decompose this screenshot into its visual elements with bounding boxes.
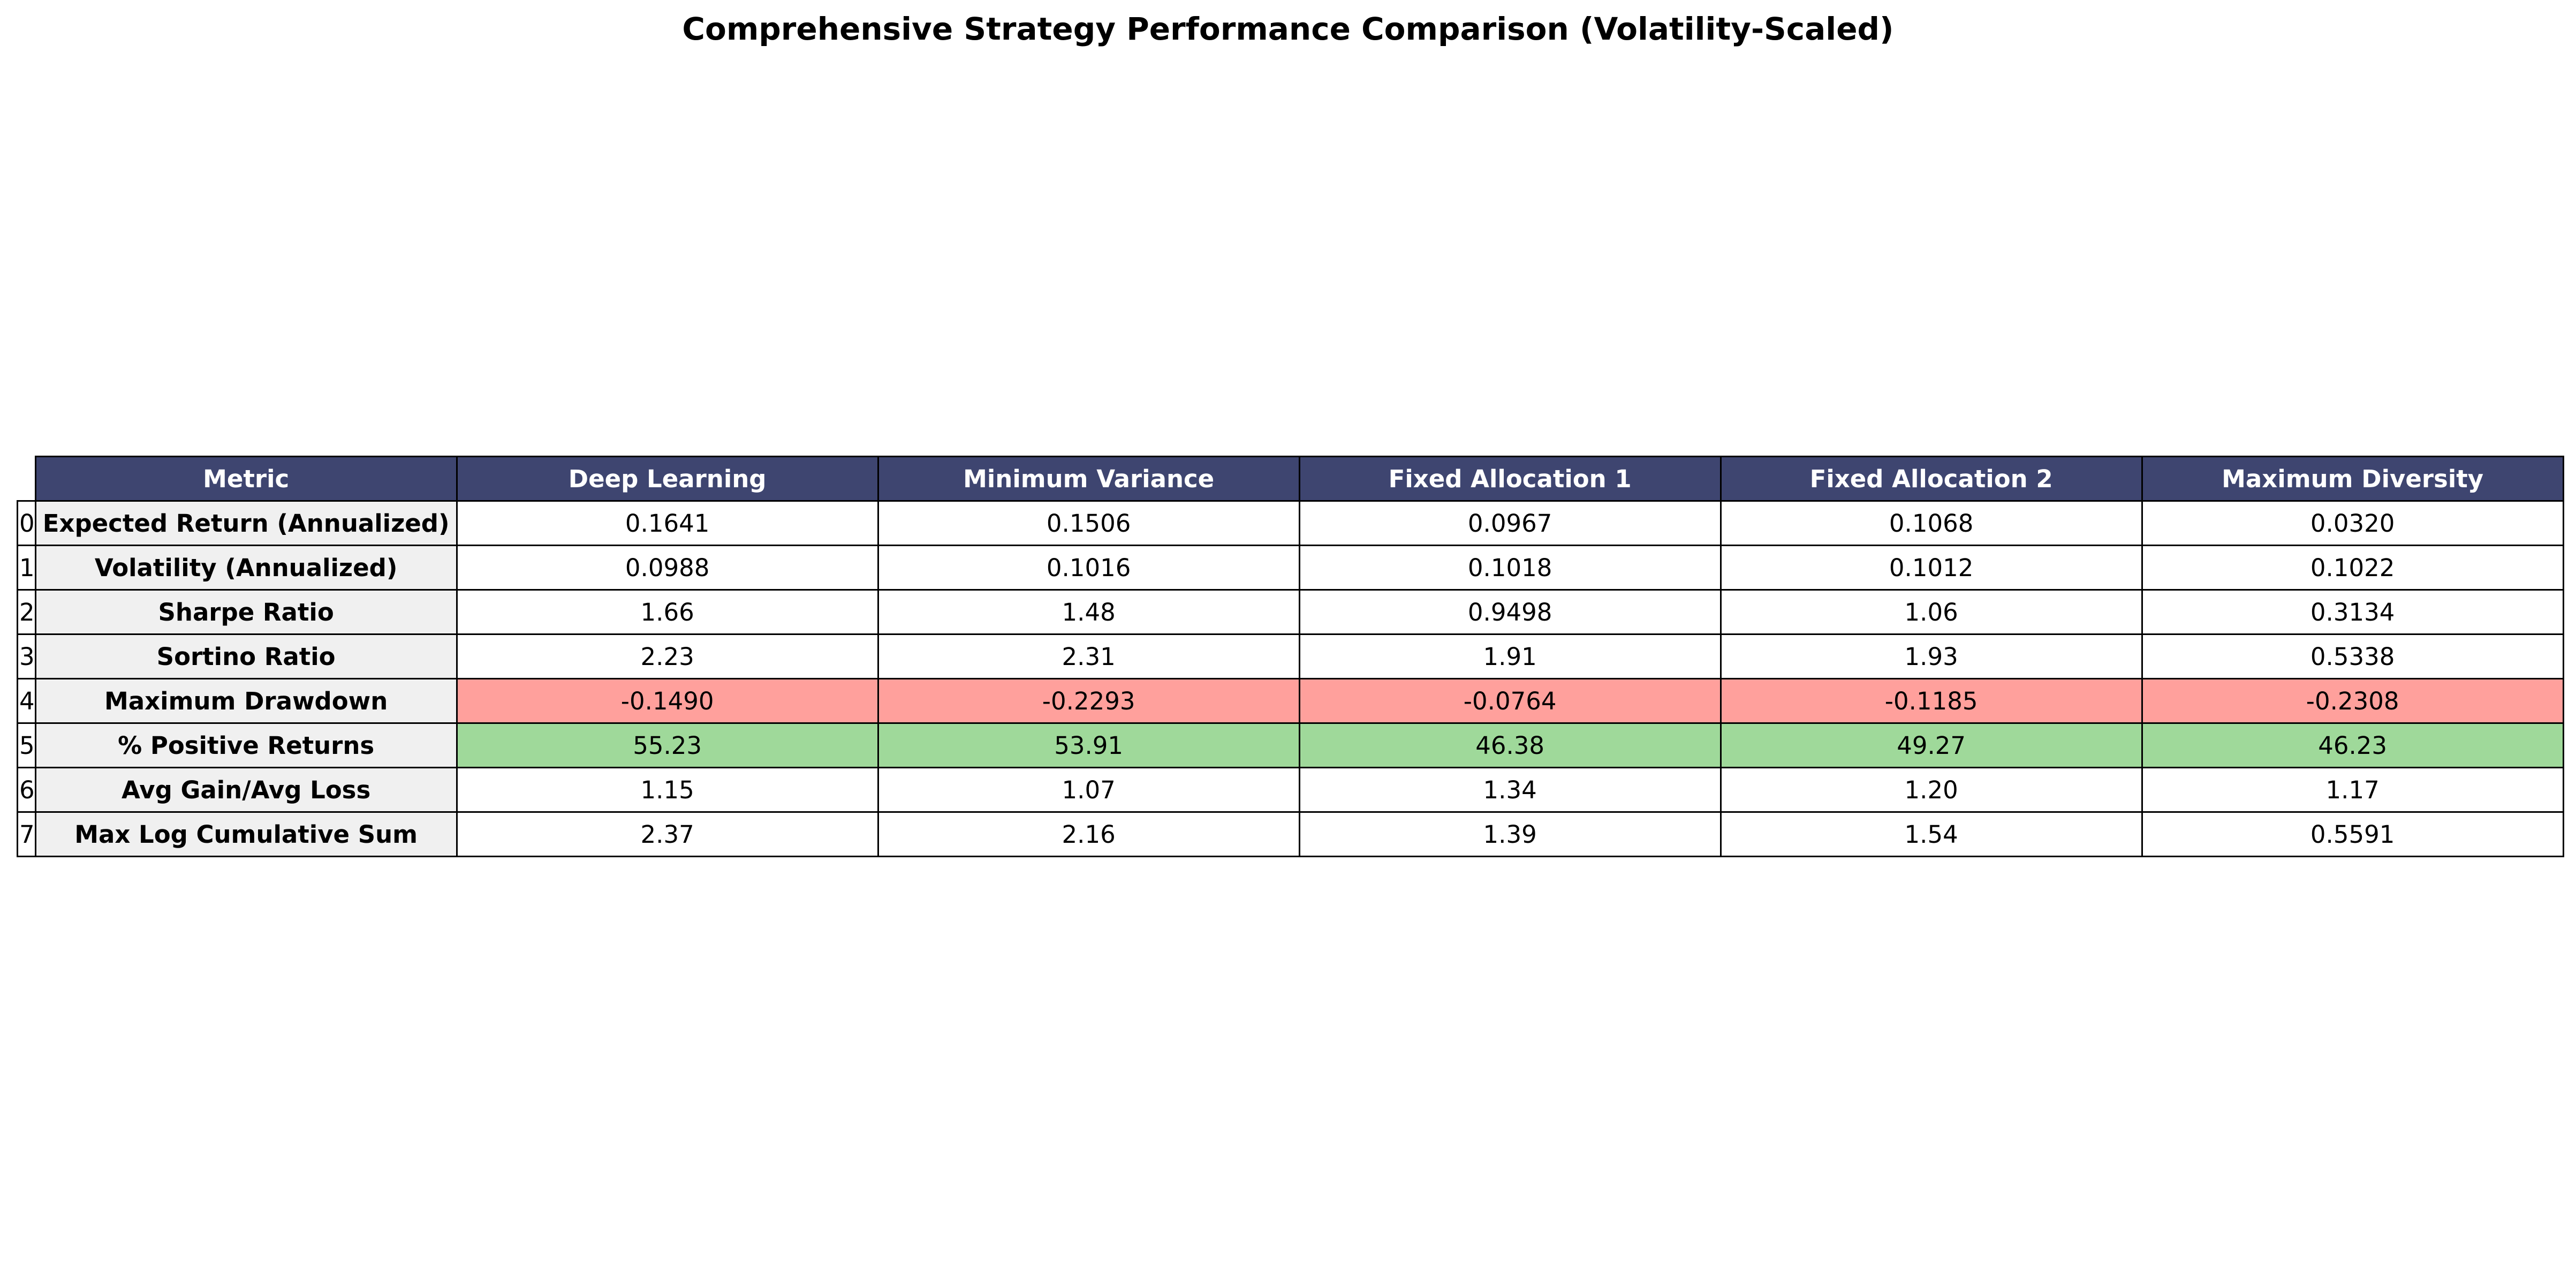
table-cell: 55.23 <box>456 722 879 768</box>
row-metric-label: Expected Return (Annualized) <box>34 500 458 546</box>
table-row: 5% Positive Returns 55.23 53.91 46.38 49.27 4… <box>17 722 2564 768</box>
table-cell: -0.2293 <box>877 678 1300 724</box>
row-index: 1 <box>17 545 36 591</box>
row-metric-label: % Positive Returns <box>34 722 458 768</box>
table-cell: 1.39 <box>1298 811 1722 857</box>
table-cell: -0.2308 <box>2141 678 2564 724</box>
column-header-metric: Metric <box>34 456 458 502</box>
table-cell: 2.23 <box>456 633 879 679</box>
row-index: 2 <box>17 589 36 635</box>
table-cell: 2.37 <box>456 811 879 857</box>
table-cell: 46.23 <box>2141 722 2564 768</box>
table-cell: -0.1185 <box>1719 678 2143 724</box>
table-cell: 0.0988 <box>456 545 879 591</box>
table-row: 6 Avg Gain/Avg Loss 1.15 1.07 1.34 1.20 1.17 <box>17 767 2564 813</box>
row-metric-label: Max Log Cumulative Sum <box>34 811 458 857</box>
row-index: 3 <box>17 633 36 679</box>
table-cell: -0.1490 <box>456 678 879 724</box>
table-corner <box>18 457 36 501</box>
table-cell: -0.0764 <box>1298 678 1722 724</box>
column-header-maximum-diversity: Maximum Diversity <box>2141 456 2564 502</box>
table-cell: 2.16 <box>877 811 1300 857</box>
table-cell: 0.0320 <box>2141 500 2564 546</box>
chart-title: Comprehensive Strategy Performance Compa… <box>682 11 1894 47</box>
table-cell: 1.93 <box>1719 633 2143 679</box>
table-row: 0 Expected Return (Annualized) 0.1641 0.150… <box>17 500 2564 546</box>
table-cell: 0.3134 <box>2141 589 2564 635</box>
table-cell: 0.1022 <box>2141 545 2564 591</box>
table-row: 7 Max Log Cumulative Sum 2.37 2.16 1.39 1.54 0… <box>17 811 2564 857</box>
performance-table-container: Metric Deep Learning Minimum Variance Fi… <box>17 456 2564 857</box>
table-cell: 1.20 <box>1719 767 2143 813</box>
row-index: 5 <box>17 722 36 768</box>
column-header-deep-learning: Deep Learning <box>456 456 879 502</box>
row-index: 7 <box>17 811 36 857</box>
table-cell: 1.07 <box>877 767 1300 813</box>
table-cell: 1.66 <box>456 589 879 635</box>
table-cell: 46.38 <box>1298 722 1722 768</box>
table-row: 3 Sortino Ratio 2.23 2.31 1.91 1.93 0.5338 <box>17 633 2564 679</box>
row-index: 4 <box>17 678 36 724</box>
table-cell: 1.48 <box>877 589 1300 635</box>
table-cell: 0.0967 <box>1298 500 1722 546</box>
row-metric-label: Maximum Drawdown <box>34 678 458 724</box>
table-cell: 1.17 <box>2141 767 2564 813</box>
table-row: 1 Volatility (Annualized) 0.0988 0.1016 0.10… <box>17 545 2564 591</box>
table-row: 2 Sharpe Ratio 1.66 1.48 0.9498 1.06 0.3134 <box>17 589 2564 635</box>
table-cell: 1.06 <box>1719 589 2143 635</box>
row-metric-label: Sortino Ratio <box>34 633 458 679</box>
table-cell: 1.54 <box>1719 811 2143 857</box>
row-index: 0 <box>17 500 36 546</box>
row-metric-label: Sharpe Ratio <box>34 589 458 635</box>
table-cell: 0.9498 <box>1298 589 1722 635</box>
table-row: 4 Maximum Drawdown -0.1490 -0.2293 -0.0764 -0… <box>17 678 2564 724</box>
row-index: 6 <box>17 767 36 813</box>
table-cell: 0.1016 <box>877 545 1300 591</box>
table-cell: 1.15 <box>456 767 879 813</box>
column-header-fixed-allocation-1: Fixed Allocation 1 <box>1298 456 1722 502</box>
table-cell: 0.5591 <box>2141 811 2564 857</box>
performance-table: Metric Deep Learning Minimum Variance Fi… <box>17 456 2564 857</box>
table-cell: 0.1641 <box>456 500 879 546</box>
column-header-fixed-allocation-2: Fixed Allocation 2 <box>1719 456 2143 502</box>
table-body: 0 Expected Return (Annualized) 0.1641 0.150… <box>17 500 2564 857</box>
row-metric-label: Avg Gain/Avg Loss <box>34 767 458 813</box>
table-cell: 1.91 <box>1298 633 1722 679</box>
table-cell: 53.91 <box>877 722 1300 768</box>
table-header-row: Metric Deep Learning Minimum Variance Fi… <box>18 456 2564 502</box>
table-cell: 0.5338 <box>2141 633 2564 679</box>
row-metric-label: Volatility (Annualized) <box>34 545 458 591</box>
table-cell: 1.34 <box>1298 767 1722 813</box>
table-cell: 0.1012 <box>1719 545 2143 591</box>
table-cell: 0.1506 <box>877 500 1300 546</box>
table-cell: 0.1018 <box>1298 545 1722 591</box>
table-cell: 0.1068 <box>1719 500 2143 546</box>
column-header-minimum-variance: Minimum Variance <box>877 456 1300 502</box>
table-cell: 2.31 <box>877 633 1300 679</box>
table-cell: 49.27 <box>1719 722 2143 768</box>
